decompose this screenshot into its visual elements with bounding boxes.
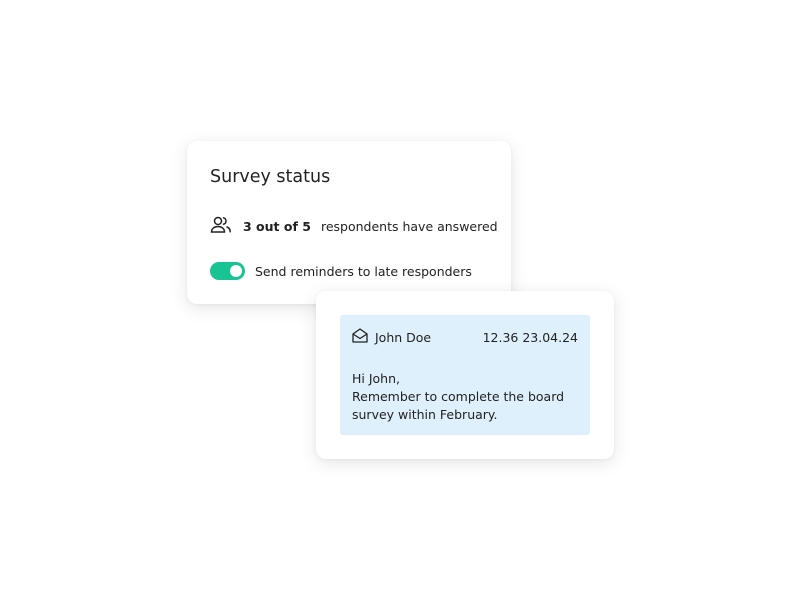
respondents-text: respondents have answered <box>320 218 498 234</box>
open-envelope-icon <box>352 328 368 346</box>
respondents-row: 3 out of 5 respondents have answered <box>210 216 498 236</box>
reminder-row: Send reminders to late responders <box>210 262 472 280</box>
card-title: Survey status <box>210 167 331 187</box>
message-line: survey within February. <box>352 407 498 422</box>
reminder-label: Send reminders to late responders <box>255 263 472 279</box>
survey-status-card: Survey status 3 out of 5 respondents hav… <box>187 141 511 304</box>
message-header: John Doe 12.36 23.04.24 <box>352 328 578 346</box>
message-card: John Doe 12.36 23.04.24 Hi John, Remembe… <box>316 291 614 459</box>
answered-count: 3 out of 5 <box>243 218 311 234</box>
message-bubble[interactable]: John Doe 12.36 23.04.24 Hi John, Remembe… <box>340 315 590 435</box>
message-body: Hi John, Remember to complete the board … <box>352 370 564 424</box>
message-line: Hi John, <box>352 371 400 386</box>
message-timestamp: 12.36 23.04.24 <box>482 329 578 345</box>
users-icon <box>210 216 232 237</box>
message-line: Remember to complete the board <box>352 389 565 404</box>
sender-name: John Doe <box>375 329 432 345</box>
reminder-toggle[interactable] <box>210 262 245 280</box>
toggle-knob <box>230 265 242 277</box>
